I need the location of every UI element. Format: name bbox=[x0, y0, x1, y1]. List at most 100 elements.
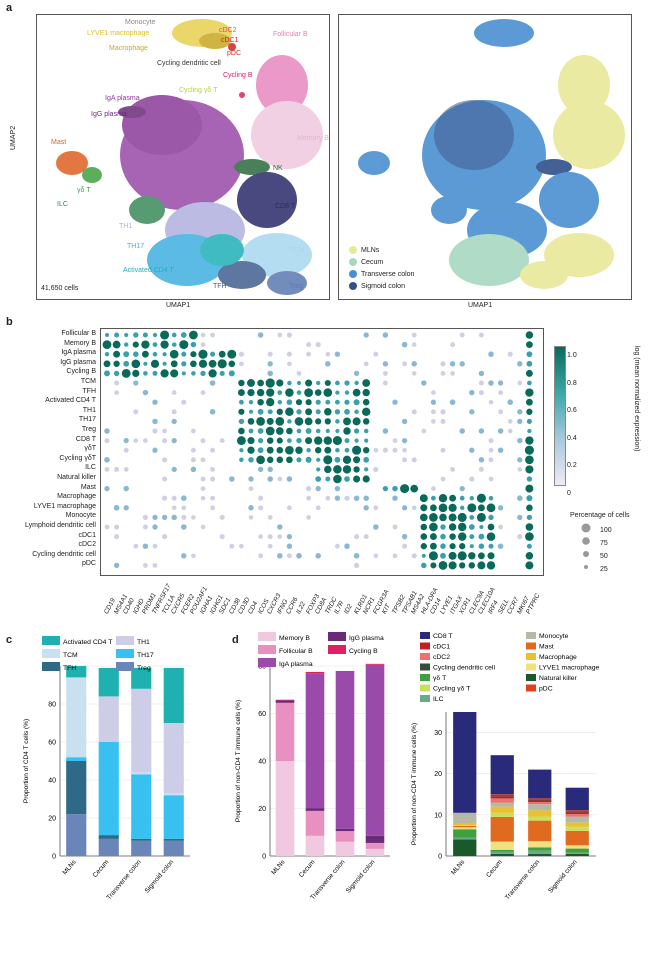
expression-dot bbox=[392, 495, 398, 501]
umap-label-macrophage: Macrophage bbox=[109, 45, 148, 52]
expression-dot bbox=[113, 360, 120, 367]
bar-segment bbox=[305, 671, 325, 674]
expression-dot bbox=[248, 476, 254, 482]
colorbar-tick: 0 bbox=[567, 489, 571, 497]
expression-dot bbox=[305, 399, 312, 406]
expression-dot bbox=[257, 505, 264, 511]
expression-dot bbox=[315, 485, 321, 492]
expression-dot bbox=[431, 495, 436, 501]
dotplot-row-label: TH17 bbox=[78, 416, 96, 424]
bar-segment bbox=[335, 831, 355, 842]
bar-segment bbox=[163, 795, 184, 839]
expression-dot bbox=[160, 330, 170, 340]
expression-dot bbox=[267, 476, 273, 482]
expression-dot bbox=[438, 493, 448, 503]
legend-text: IgA plasma bbox=[279, 661, 313, 668]
expression-dot bbox=[373, 466, 379, 472]
expression-dot bbox=[353, 399, 360, 406]
expression-dot bbox=[430, 562, 437, 569]
umap-label-monocyte: Monocyte bbox=[125, 19, 156, 26]
dotplot-row-label: Cycling dendritic cell bbox=[32, 550, 96, 558]
bar-segment bbox=[453, 825, 477, 828]
expression-dot bbox=[428, 551, 438, 561]
expression-dot bbox=[488, 514, 494, 521]
legend-text: MLNs bbox=[361, 247, 380, 254]
expression-dot bbox=[420, 504, 428, 512]
expression-dot bbox=[200, 332, 206, 338]
expression-dot bbox=[171, 505, 177, 511]
expression-dot bbox=[239, 457, 244, 463]
umap-label-th17: TH17 bbox=[127, 243, 145, 250]
expression-dot bbox=[324, 418, 331, 425]
expression-dot bbox=[123, 505, 129, 511]
umap-label-ilc: ILC bbox=[57, 201, 68, 208]
legend-text: Cycling γδ T bbox=[433, 686, 470, 693]
tissue-legend: MLNs Cecum Transverse colon Sigmoid colo… bbox=[349, 245, 414, 293]
bar-segment bbox=[490, 806, 514, 813]
expression-dot bbox=[257, 466, 264, 473]
expression-dot bbox=[257, 408, 264, 415]
expression-dot bbox=[162, 361, 167, 366]
expression-dot bbox=[150, 359, 160, 368]
dotplot-row-label: TCM bbox=[80, 378, 96, 385]
expression-dot bbox=[335, 428, 340, 434]
expression-dot bbox=[124, 342, 129, 347]
expression-dot bbox=[102, 340, 112, 349]
expression-dot bbox=[323, 455, 333, 465]
expression-dot bbox=[476, 512, 486, 522]
umap-cell-count: 41,650 cells bbox=[41, 285, 79, 292]
expression-dot bbox=[498, 409, 504, 415]
expression-dot bbox=[200, 390, 206, 395]
bar-segment bbox=[275, 702, 295, 761]
bar-segment bbox=[490, 798, 514, 803]
bar-segment bbox=[453, 839, 477, 856]
y-tick-label: 20 bbox=[258, 806, 266, 813]
expression-dot bbox=[113, 370, 120, 377]
expression-dot bbox=[143, 371, 148, 376]
expression-dot bbox=[325, 351, 331, 357]
umap-label-mast: Mast bbox=[51, 139, 67, 146]
expression-dot bbox=[488, 543, 494, 549]
expression-dot bbox=[209, 380, 216, 386]
legend-text: CD8 T bbox=[433, 633, 453, 640]
expression-dot bbox=[354, 534, 360, 540]
bar-segment bbox=[275, 761, 295, 856]
expression-dot bbox=[162, 352, 167, 357]
expression-dot bbox=[525, 561, 534, 570]
expression-dot bbox=[459, 505, 465, 511]
expression-dot bbox=[286, 476, 293, 482]
expression-dot bbox=[296, 390, 302, 395]
expression-dot bbox=[161, 514, 168, 521]
expression-dot bbox=[392, 447, 398, 453]
expression-dot bbox=[334, 351, 341, 357]
expression-dot bbox=[421, 380, 427, 386]
legend-swatch bbox=[526, 684, 536, 692]
bar-segment bbox=[365, 664, 385, 836]
expression-dot bbox=[276, 379, 284, 387]
expression-dot bbox=[180, 332, 187, 338]
expression-dot bbox=[238, 408, 245, 415]
bar-segment bbox=[528, 853, 552, 856]
y-tick-label: 40 bbox=[48, 778, 56, 785]
expression-dot bbox=[517, 457, 523, 463]
expression-dot bbox=[344, 438, 350, 444]
expression-dot bbox=[401, 341, 408, 348]
legend-text: IgG plasma bbox=[349, 635, 384, 642]
expression-dot bbox=[325, 476, 331, 482]
expression-dot bbox=[497, 505, 504, 511]
legend-text: LYVE1 macrophage bbox=[539, 665, 600, 672]
expression-dot bbox=[316, 457, 321, 462]
dotplot-row-label: Follicular B bbox=[61, 330, 96, 337]
expression-dot bbox=[267, 351, 273, 357]
bar-segment bbox=[528, 820, 552, 842]
expression-dot bbox=[267, 515, 273, 520]
expression-dot bbox=[276, 446, 284, 454]
expression-dot bbox=[343, 417, 351, 426]
expression-dot bbox=[402, 361, 408, 367]
colorbar-title: log (mean normalized expression) bbox=[633, 346, 640, 452]
y-tick-label: 40 bbox=[258, 759, 266, 766]
umap-label-gd-t: γδ T bbox=[77, 187, 91, 194]
expression-dot bbox=[488, 380, 494, 386]
expression-dot bbox=[256, 388, 265, 397]
expression-dot bbox=[459, 562, 466, 569]
